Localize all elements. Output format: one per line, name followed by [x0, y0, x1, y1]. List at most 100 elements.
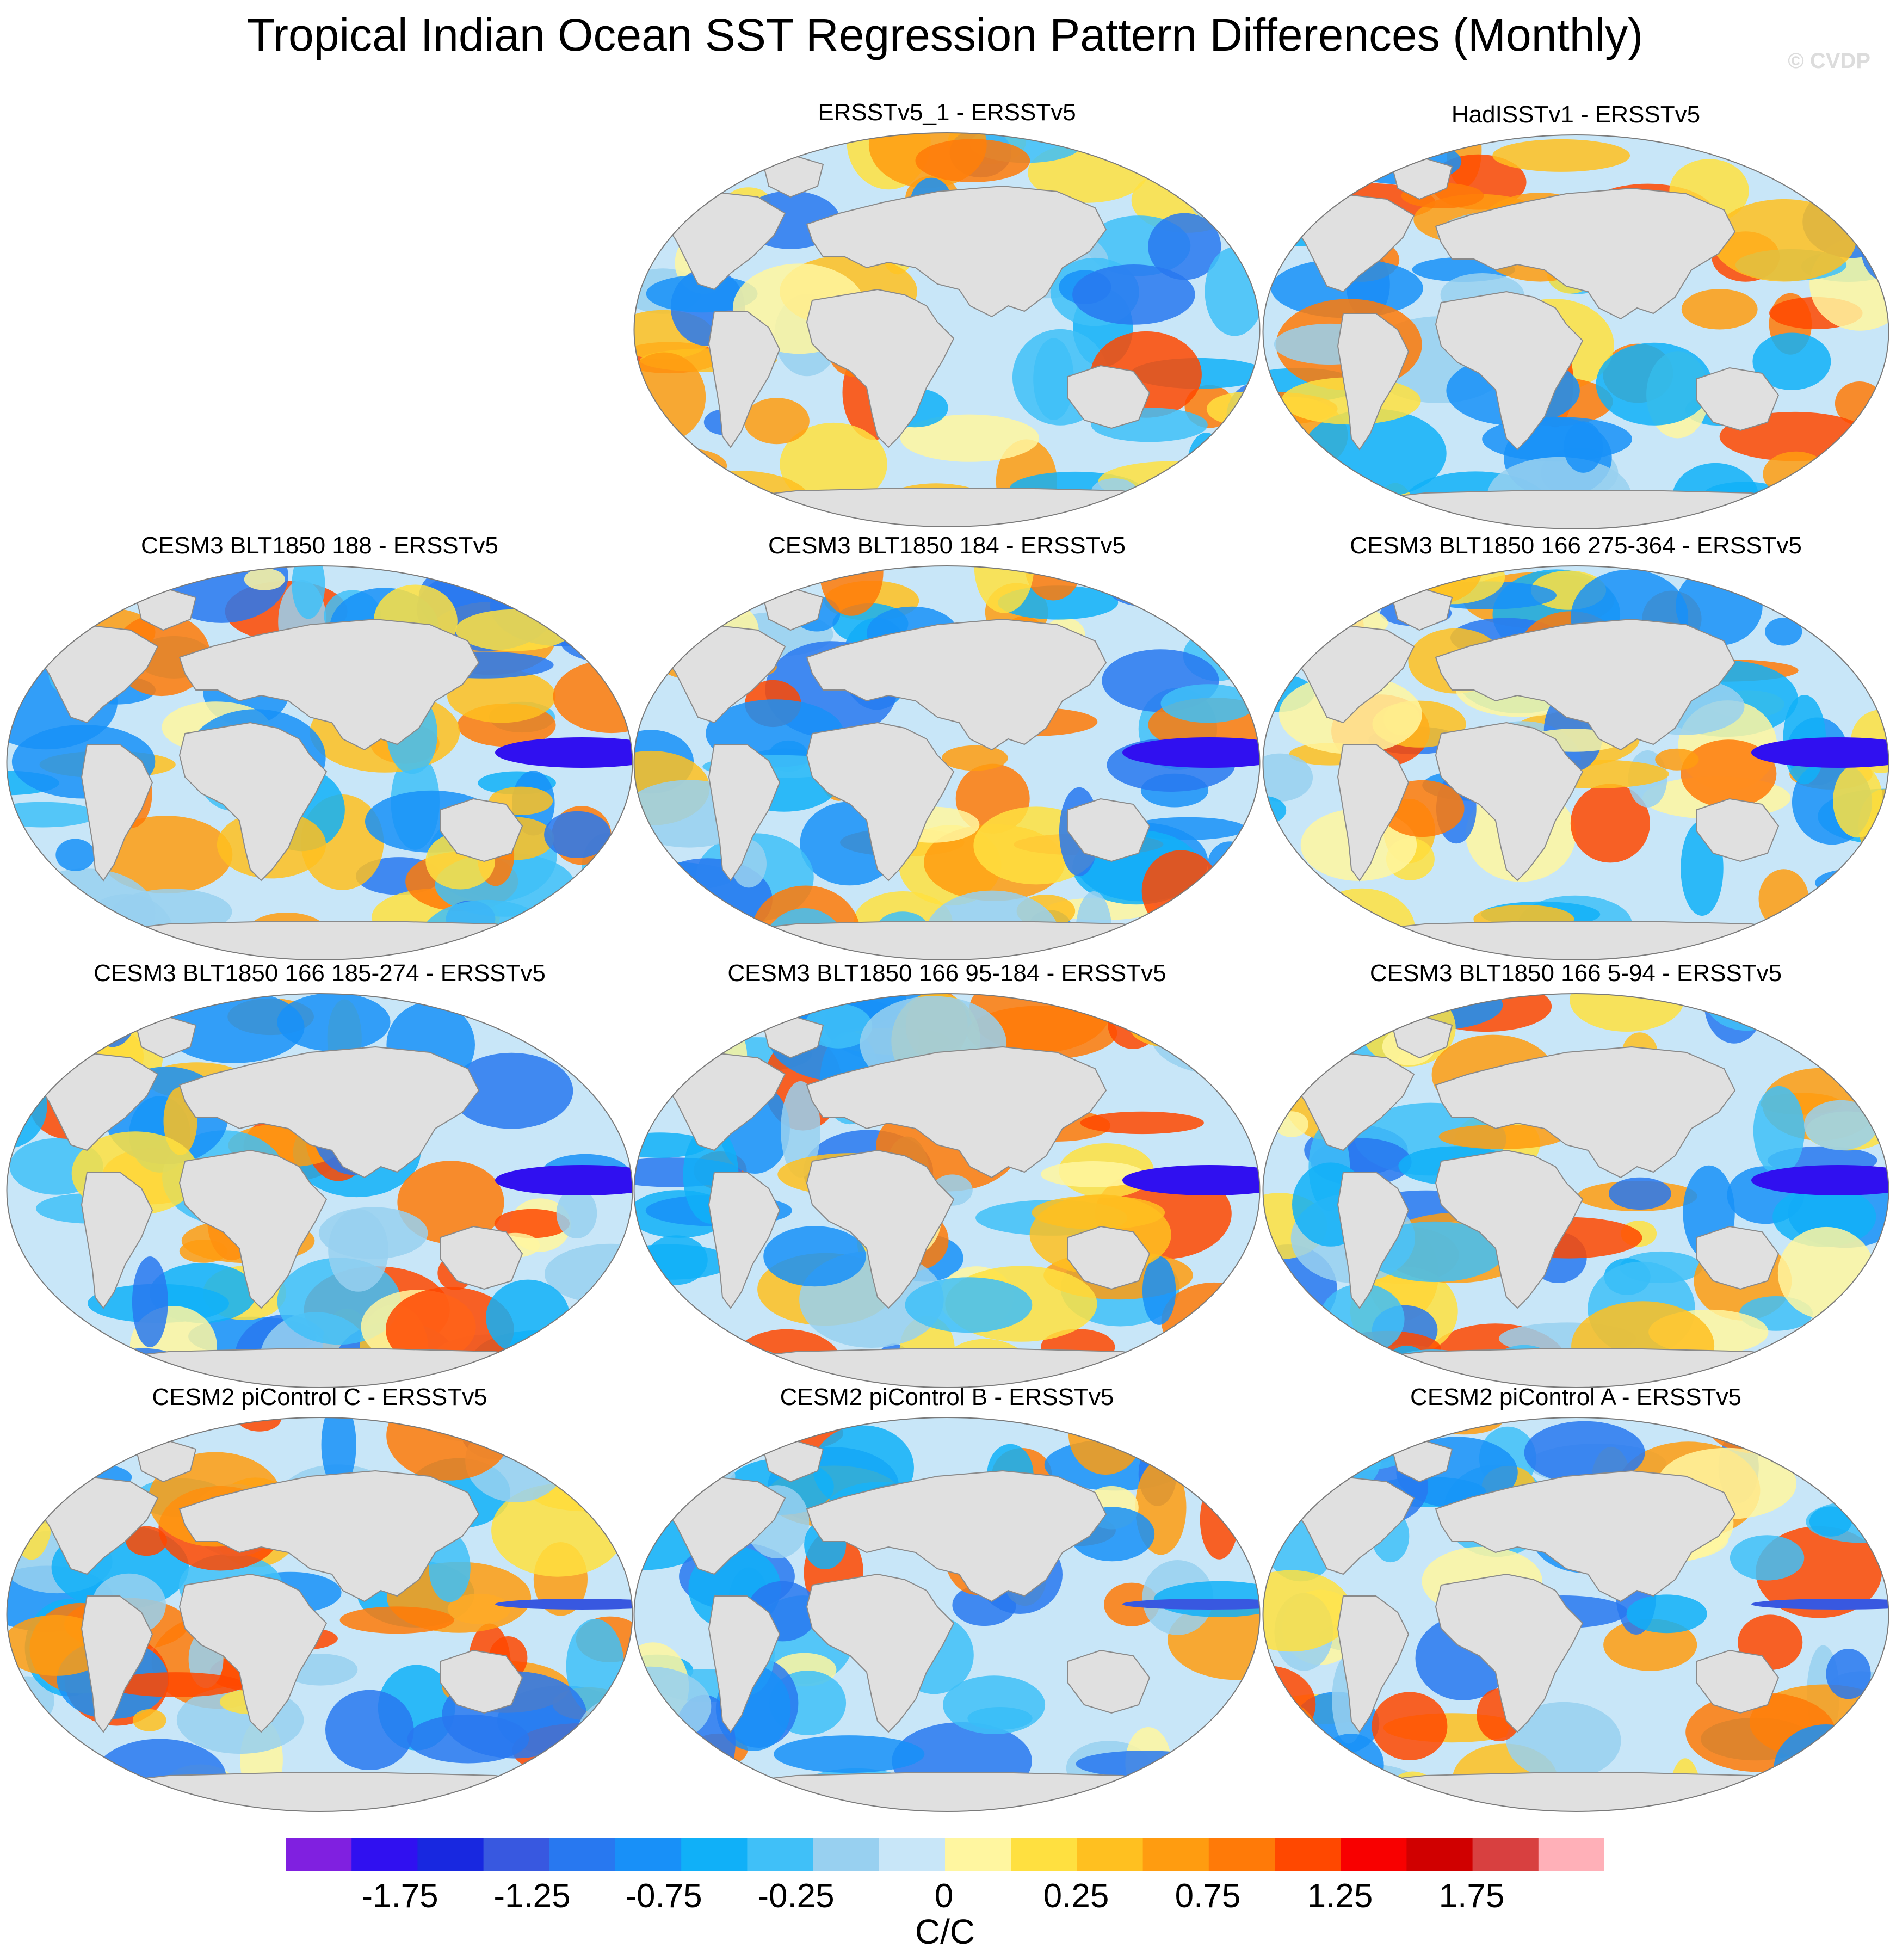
south-america-landmass [708, 311, 781, 448]
cool-anomaly [55, 839, 95, 871]
cool-anomaly [1752, 332, 1831, 390]
eurasia-landmass [178, 618, 480, 751]
globe-outline [1262, 1417, 1889, 1812]
cool-anomaly [1263, 1338, 1320, 1388]
cool-anomaly [407, 1714, 529, 1764]
warm-anomaly [1795, 1761, 1832, 1811]
map-panel-cesm2-picontrol-b: CESM2 piControl B - ERSSTv5 [633, 1383, 1261, 1813]
colorbar-swatch [1341, 1838, 1407, 1871]
robinson-map [1262, 565, 1889, 960]
warm-anomaly [666, 133, 796, 163]
warm-anomaly [1762, 482, 1875, 529]
africa-landmass [1435, 722, 1584, 882]
warm-anomaly [1825, 868, 1889, 934]
africa-landmass [1435, 1573, 1584, 1733]
warm-anomaly [1438, 1124, 1565, 1149]
colorbar-swatch [1472, 1838, 1539, 1871]
colorbar-tick-label: -1.75 [361, 1877, 438, 1915]
globe-outline [6, 993, 633, 1388]
cool-anomaly [1187, 433, 1226, 504]
cool-anomaly [7, 1319, 87, 1347]
africa-landmass [806, 1149, 955, 1309]
north-america-landmass [665, 1475, 786, 1575]
cool-anomaly [1186, 1789, 1260, 1811]
australia-landmass [1696, 1649, 1780, 1714]
colorbar-swatch [1275, 1838, 1341, 1871]
map-panel-ersstv5_1: ERSSTv5_1 - ERSSTv5 [633, 98, 1261, 528]
south-america-landmass [708, 1172, 781, 1309]
cool-anomaly [1201, 489, 1247, 527]
colorbar-swatch [1011, 1838, 1077, 1871]
warm-anomaly [23, 994, 113, 1047]
cool-anomaly [1748, 500, 1833, 529]
warm-anomaly [1196, 133, 1260, 184]
warm-anomaly [639, 448, 727, 484]
warm-anomaly [1040, 1161, 1145, 1187]
equatorial-pacific-anomaly [495, 1599, 633, 1610]
cool-anomaly [634, 444, 704, 527]
sst-field [7, 1417, 633, 1811]
north-america-landmass [1294, 193, 1415, 293]
robinson-map [633, 1417, 1261, 1812]
cool-anomaly [1827, 1304, 1889, 1331]
south-america-landmass [1337, 1595, 1410, 1733]
cool-anomaly [1209, 994, 1254, 1062]
sst-field [634, 566, 1260, 960]
colorbar-swatch [1142, 1838, 1209, 1871]
warm-anomaly [645, 133, 740, 164]
colorbar-swatch [483, 1838, 550, 1871]
warm-anomaly [560, 1309, 633, 1342]
north-america-landmass [1294, 624, 1415, 724]
warm-anomaly [634, 1419, 699, 1488]
sst-field [1263, 1417, 1889, 1811]
colorbar-tick-label: 0.25 [1043, 1877, 1109, 1915]
africa-landmass [178, 1573, 328, 1733]
globe-outline [6, 1417, 633, 1812]
cool-anomaly [1801, 1417, 1854, 1486]
cool-anomaly [1033, 338, 1074, 420]
cool-anomaly [7, 1417, 53, 1450]
cool-anomaly [634, 1345, 717, 1383]
sst-field [1263, 566, 1889, 960]
colorbar-tick-label: -1.25 [493, 1877, 571, 1915]
warm-anomaly [1263, 135, 1357, 185]
globe-outline [1262, 134, 1889, 529]
cool-anomaly [690, 1770, 728, 1811]
warm-anomaly [560, 1431, 633, 1454]
warm-anomaly [900, 414, 1040, 462]
warm-anomaly [1080, 1111, 1204, 1135]
cool-anomaly [634, 994, 682, 1061]
warm-anomaly [655, 493, 706, 527]
warm-anomaly [634, 133, 753, 192]
south-america-landmass [81, 1172, 153, 1309]
cool-anomaly [1148, 1417, 1260, 1455]
panel-title: CESM3 BLT1850 166 95-184 - ERSSTv5 [727, 960, 1166, 987]
cool-anomaly [16, 868, 156, 957]
sst-field [634, 994, 1260, 1388]
warm-anomaly [126, 1526, 167, 1556]
south-america-landmass [1337, 744, 1410, 882]
australia-landmass [440, 1225, 523, 1290]
warm-anomaly [1681, 739, 1777, 808]
warm-anomaly [1295, 994, 1415, 1007]
robinson-map [633, 565, 1261, 960]
colorbar-swatch [1208, 1838, 1275, 1871]
cool-anomaly [7, 907, 59, 946]
south-america-landmass [81, 744, 153, 882]
cool-anomaly [634, 133, 701, 188]
colorbar-swatch [681, 1838, 748, 1871]
map-panel-cesm3-166-185-274: CESM3 BLT1850 166 185-274 - ERSSTv5 [5, 959, 634, 1389]
sst-field [1263, 994, 1889, 1388]
cool-anomaly [1190, 899, 1260, 927]
sst-field [634, 1417, 1260, 1811]
equatorial-pacific-anomaly [1751, 1165, 1889, 1195]
eurasia-landmass [1435, 618, 1736, 751]
eurasia-landmass [178, 1470, 480, 1602]
cool-anomaly [7, 1766, 52, 1801]
warm-anomaly [1570, 784, 1650, 863]
warm-anomaly [915, 139, 1030, 182]
australia-landmass [1067, 1649, 1151, 1714]
cool-anomaly [634, 1417, 714, 1474]
eurasia-landmass [806, 1470, 1107, 1602]
warm-anomaly [658, 133, 719, 194]
